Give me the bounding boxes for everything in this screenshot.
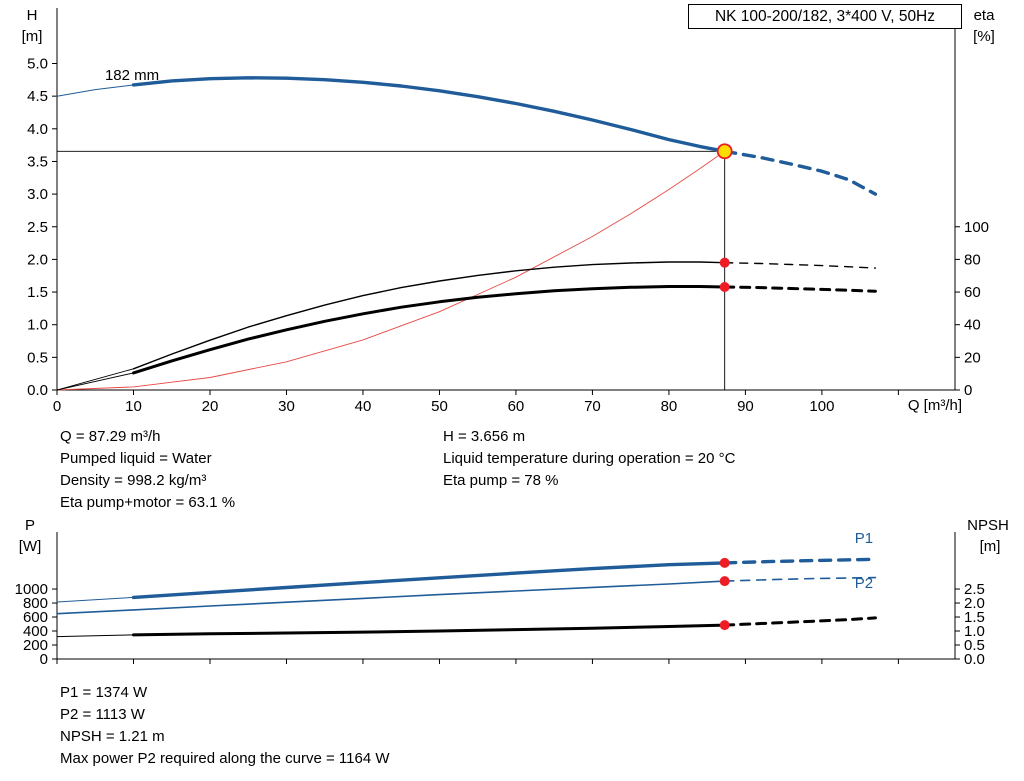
info-pumped-liquid: Pumped liquid = Water — [60, 450, 212, 467]
eta-pump-lead — [56, 368, 134, 391]
left-tick-label: 5.0 — [27, 56, 48, 73]
left-tick-label: 2.0 — [27, 251, 48, 268]
info-head: H = 3.656 m — [443, 428, 526, 445]
p2-curve-label: P2 — [855, 575, 873, 592]
left-tick-label: 1000 — [15, 581, 48, 598]
right-tick-label: 40 — [964, 317, 981, 334]
eta-pump-motor-curve — [132, 285, 727, 375]
p1-curve-label: P1 — [855, 530, 873, 547]
axis-title: NPSH — [967, 517, 1009, 534]
left-tick-label: 3.5 — [27, 153, 48, 170]
x-tick-label: 70 — [584, 398, 601, 415]
x-tick-label: 60 — [508, 398, 525, 415]
p1-lead — [56, 596, 134, 603]
duty-info-left-column: Q = 87.29 m³/h Pumped liquid = Water Den… — [60, 426, 235, 514]
eta-pump-motor-extrapolated — [723, 285, 877, 293]
right-tick-label: 2.0 — [964, 595, 985, 612]
left-tick-label: 0.5 — [27, 349, 48, 366]
npsh-duty-dot — [719, 620, 730, 631]
info-npsh: NPSH = 1.21 m — [60, 728, 165, 745]
axis-title: [W] — [19, 538, 42, 555]
right-tick-label: 80 — [964, 251, 981, 268]
right-tick-label: 1.0 — [964, 623, 985, 640]
axis-title: [m] — [22, 28, 43, 45]
p1-duty-dot — [719, 557, 730, 568]
p2-curve — [56, 580, 726, 615]
eta-pump-motor-duty-dot — [719, 281, 730, 292]
info-p1: P1 = 1374 W — [60, 684, 148, 701]
left-tick-label: 3.0 — [27, 186, 48, 203]
left-tick-label: 400 — [23, 623, 48, 640]
info-flow: Q = 87.29 m³/h — [60, 428, 161, 445]
right-tick-label: 20 — [964, 349, 981, 366]
head-curve-lead — [56, 84, 134, 97]
left-tick-label: 200 — [23, 637, 48, 654]
info-density: Density = 998.2 kg/m³ — [60, 472, 207, 489]
npsh-extrapolated — [723, 616, 877, 627]
head-curve-182mm — [131, 76, 727, 154]
info-p2: P2 = 1113 W — [60, 706, 145, 723]
right-tick-label: 0 — [964, 382, 972, 399]
x-tick-label: 100 — [809, 398, 834, 415]
info-eta-pump-motor: Eta pump+motor = 63.1 % — [60, 494, 236, 511]
p1-extrapolated — [723, 557, 878, 565]
left-tick-label: 0 — [40, 651, 48, 668]
x-tick-label: 40 — [355, 398, 372, 415]
p2-duty-dot — [719, 576, 730, 587]
x-tick-label: 10 — [125, 398, 142, 415]
right-tick-label: 2.5 — [964, 581, 985, 598]
right-tick-label: 0.0 — [964, 651, 985, 668]
axis-title: P — [25, 517, 35, 534]
qh-eta-chart: 0 10 20 30 40 50 60 70 80 90 100 0.0 0.5 1.0 1.5 2.0 2.5… — [22, 7, 996, 415]
right-tick-label: 60 — [964, 284, 981, 301]
duty-info-right-column: H = 3.656 m Liquid temperature during op… — [443, 426, 735, 492]
left-tick-label: 4.0 — [27, 121, 48, 138]
axis-title: eta — [974, 7, 996, 24]
axis-title: Q [m³/h] — [908, 397, 962, 414]
x-tick-label: 90 — [737, 398, 754, 415]
x-tick-label: 0 — [53, 398, 61, 415]
axis-title: H — [27, 7, 38, 24]
info-max-power: Max power P2 required along the curve = … — [60, 750, 390, 767]
right-tick-label: 0.5 — [964, 637, 985, 654]
eta-pump-curve — [132, 261, 726, 370]
power-info-block: P1 = 1374 W P2 = 1113 W NPSH = 1.21 m Ma… — [60, 682, 390, 770]
p1-curve — [131, 561, 727, 600]
eta-pump-duty-dot — [719, 257, 730, 268]
left-tick-label: 0.0 — [27, 382, 48, 399]
right-tick-label: 100 — [964, 219, 989, 236]
npsh-lead — [56, 634, 134, 638]
x-tick-label: 30 — [278, 398, 295, 415]
info-eta-pump: Eta pump = 78 % — [443, 472, 559, 489]
x-tick-label: 50 — [431, 398, 448, 415]
axis-title: [m] — [980, 538, 1001, 555]
head-curve-extrapolated — [723, 149, 878, 196]
x-tick-label: 80 — [661, 398, 678, 415]
left-tick-label: 1.0 — [27, 317, 48, 334]
left-tick-label: 4.5 — [27, 88, 48, 105]
right-tick-label: 1.5 — [964, 609, 985, 626]
operating-point — [716, 143, 733, 160]
pump-model-title: NK 100-200/182, 3*400 V, 50Hz — [688, 4, 962, 29]
left-tick-label: 1.5 — [27, 284, 48, 301]
eta-pump-motor-lead — [56, 372, 134, 391]
p2-extrapolated — [723, 576, 877, 582]
system-curve — [56, 150, 726, 391]
left-tick-label: 600 — [23, 609, 48, 626]
left-tick-label: 800 — [23, 595, 48, 612]
left-tick-label: 2.5 — [27, 219, 48, 236]
axis-title: [%] — [973, 28, 995, 45]
x-tick-label: 20 — [202, 398, 219, 415]
impeller-diameter-label: 182 mm — [105, 67, 159, 84]
npsh-curve — [132, 623, 727, 637]
info-liquid-temperature: Liquid temperature during operation = 20… — [443, 450, 736, 467]
eta-pump-curve-extrapolated — [724, 262, 877, 269]
